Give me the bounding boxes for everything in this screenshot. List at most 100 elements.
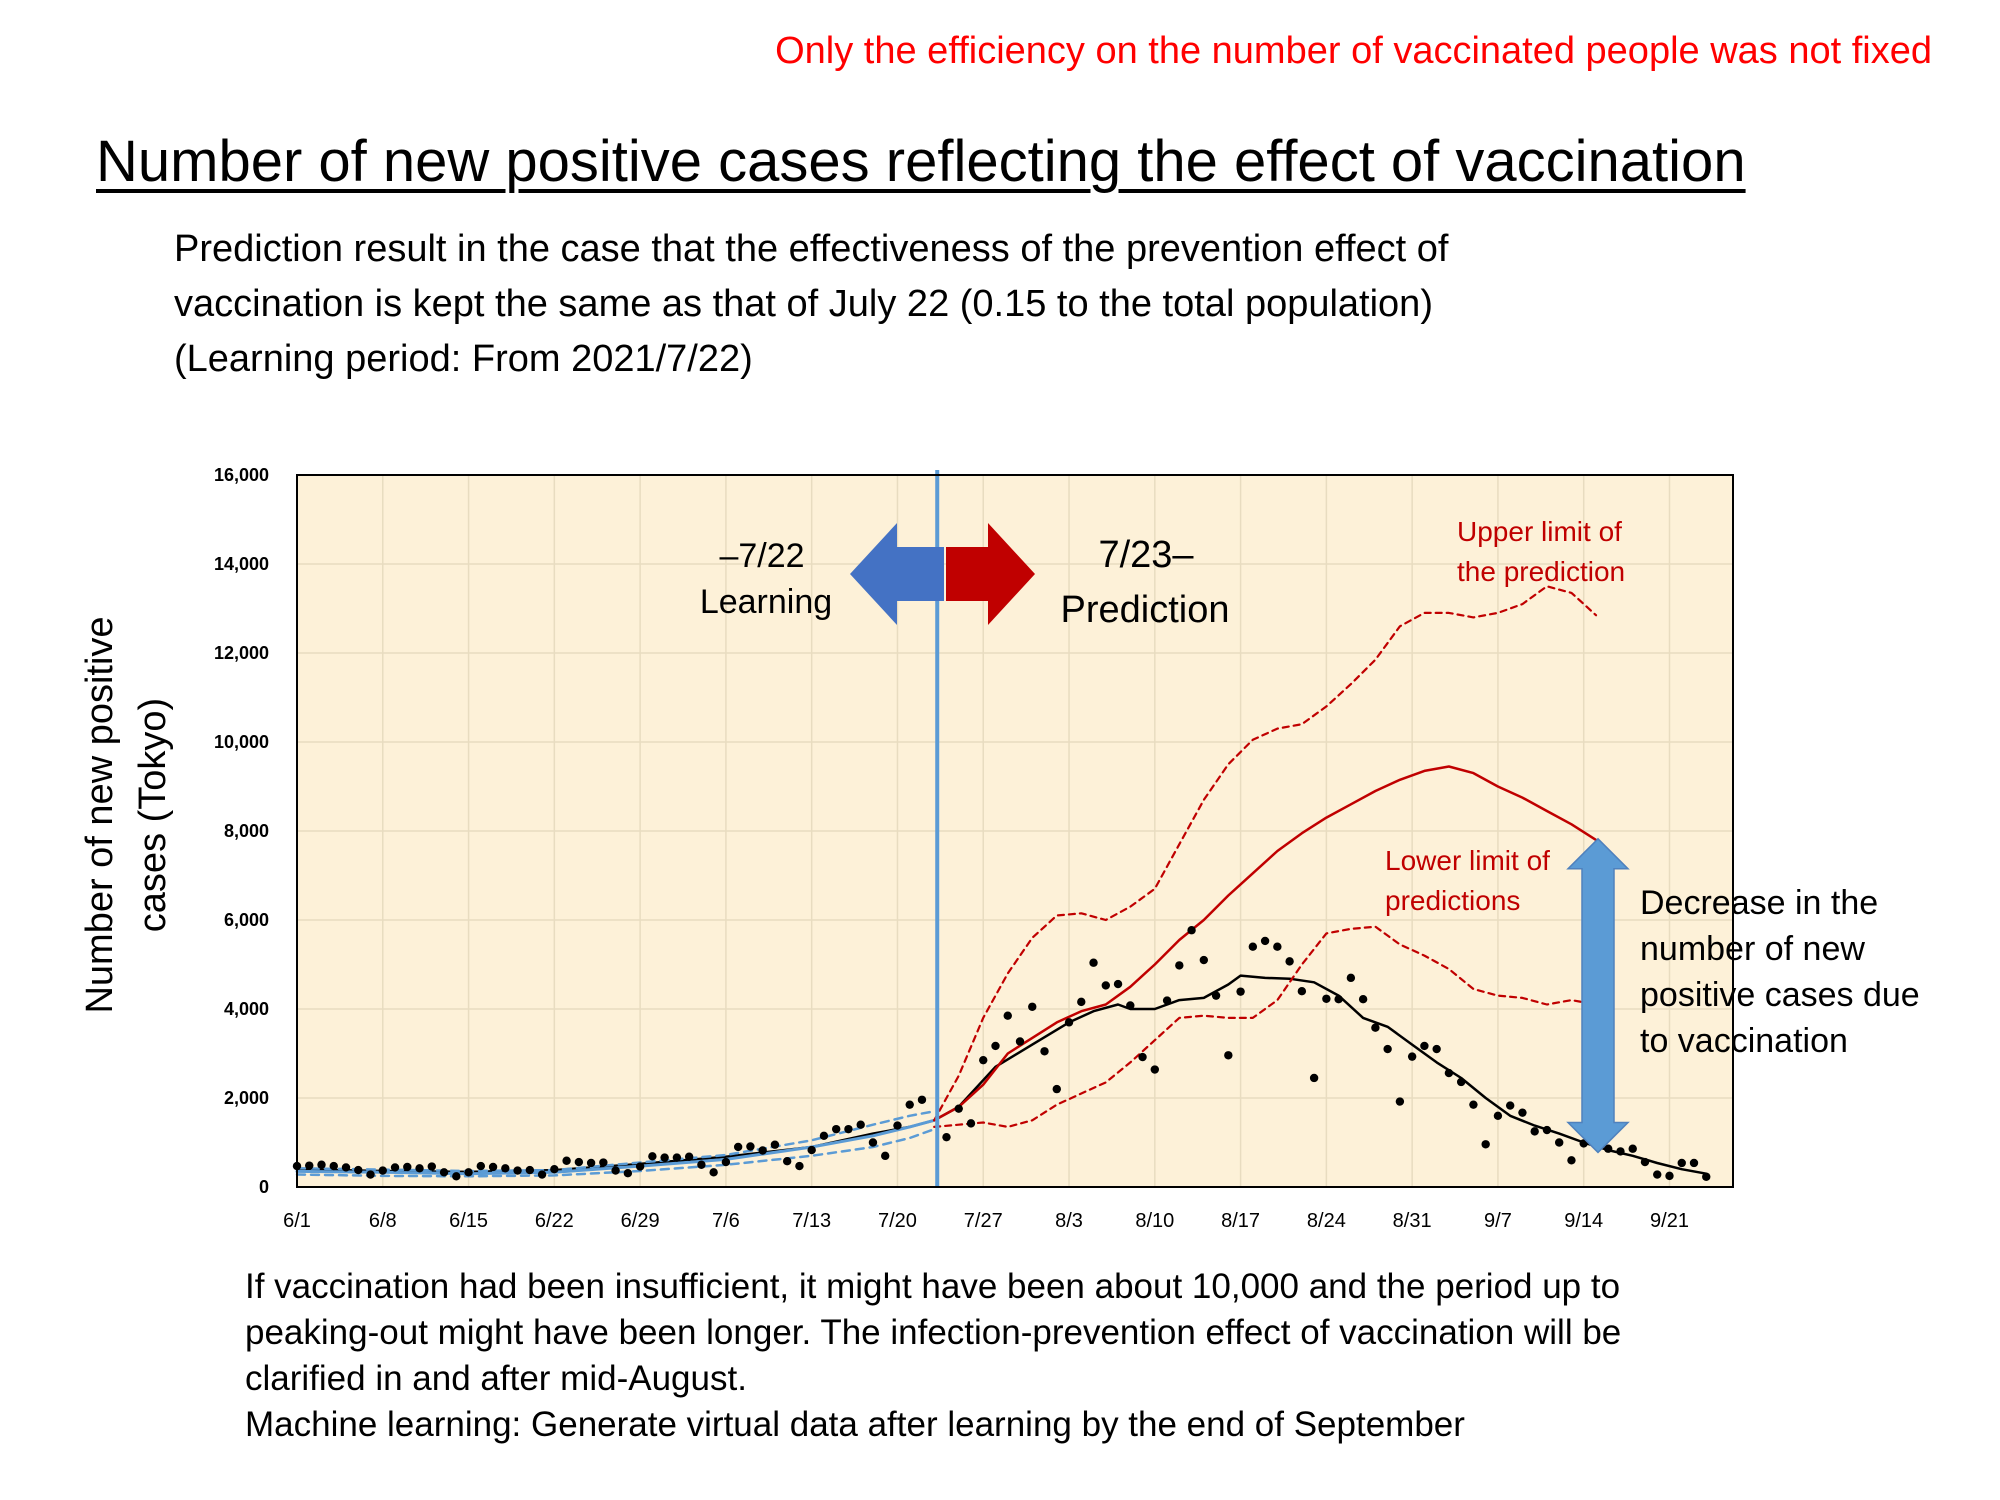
data-point xyxy=(844,1124,853,1134)
x-tick-label: 6/1 xyxy=(283,1210,311,1232)
data-point xyxy=(795,1161,804,1171)
x-tick-label: 9/7 xyxy=(1484,1210,1512,1232)
data-point xyxy=(537,1170,547,1179)
data-point xyxy=(905,1100,914,1109)
data-point xyxy=(1530,1127,1539,1136)
data-point xyxy=(1015,1037,1025,1046)
data-point xyxy=(1469,1100,1478,1109)
decrease-label: to vaccination xyxy=(1640,1022,1848,1060)
data-point xyxy=(329,1161,338,1171)
data-point xyxy=(1677,1158,1686,1168)
prediction-arrow xyxy=(946,523,1035,625)
data-point xyxy=(1113,979,1123,989)
data-point xyxy=(1052,1084,1061,1094)
caption-line: Machine learning: Generate virtual data … xyxy=(245,1405,1465,1444)
data-point xyxy=(1689,1158,1699,1168)
data-point xyxy=(721,1157,731,1167)
page-title: Number of new positive cases reflecting … xyxy=(96,129,1746,194)
data-point xyxy=(574,1157,584,1167)
data-point xyxy=(317,1160,326,1169)
data-point xyxy=(1175,961,1184,970)
subtitle-line: Prediction result in the case that the e… xyxy=(174,228,1449,270)
prediction-label: 7/23– xyxy=(1098,534,1194,576)
data-point xyxy=(1187,926,1196,935)
data-point xyxy=(1555,1138,1564,1147)
data-point xyxy=(1077,997,1086,1007)
x-tick-label: 8/10 xyxy=(1135,1210,1174,1232)
decrease-label: Decrease in the xyxy=(1640,884,1878,922)
data-point xyxy=(1101,981,1110,990)
data-point xyxy=(1653,1170,1662,1179)
subtitle-line: (Learning period: From 2021/7/22) xyxy=(174,338,753,380)
caption-line: peaking-out might have been longer. The … xyxy=(245,1313,1622,1352)
y-tick-label: 12,000 xyxy=(214,643,269,663)
data-point xyxy=(1640,1157,1650,1167)
data-point xyxy=(709,1168,718,1177)
data-point xyxy=(550,1165,559,1174)
data-point xyxy=(1444,1068,1454,1078)
data-point xyxy=(439,1168,449,1177)
data-point xyxy=(1126,1001,1135,1010)
learning-label: –7/22 xyxy=(719,537,804,575)
data-point xyxy=(991,1041,1000,1051)
subtitle: Prediction result in the case that the e… xyxy=(174,222,1874,387)
data-point xyxy=(966,1119,976,1128)
data-point xyxy=(1456,1077,1466,1087)
data-point xyxy=(1383,1044,1392,1054)
y-tick-label: 16,000 xyxy=(214,465,269,485)
data-point xyxy=(758,1146,767,1155)
y-tick-label: 6,000 xyxy=(224,910,269,930)
data-point xyxy=(1040,1047,1049,1056)
data-point xyxy=(1297,987,1307,996)
decrease-label: number of new xyxy=(1640,930,1865,968)
lower-limit-label: Lower limit of xyxy=(1385,845,1550,876)
data-point xyxy=(1150,1065,1160,1074)
data-point xyxy=(1322,994,1331,1003)
data-point xyxy=(599,1158,608,1167)
upper-limit-label: the prediction xyxy=(1457,556,1625,587)
x-tick-label: 7/20 xyxy=(878,1210,917,1232)
data-point xyxy=(366,1170,375,1179)
data-point xyxy=(831,1124,841,1134)
upper-limit-label: Upper limit of xyxy=(1457,516,1622,547)
data-point xyxy=(513,1166,522,1175)
subtitle-line: vaccination is kept the same as that of … xyxy=(174,283,1433,325)
data-point xyxy=(1162,996,1172,1005)
caption: If vaccination had been insufficient, it… xyxy=(245,1264,1965,1448)
data-point xyxy=(635,1162,645,1171)
data-point xyxy=(1358,995,1368,1004)
x-tick-label: 8/24 xyxy=(1307,1210,1346,1232)
y-tick-label: 8,000 xyxy=(224,821,269,841)
x-tick-label: 7/6 xyxy=(712,1210,740,1232)
decrease-label: positive cases due xyxy=(1640,976,1920,1014)
data-point xyxy=(1371,1023,1380,1032)
y-axis-label: cases (Tokyo) xyxy=(132,698,174,932)
data-point xyxy=(1420,1041,1429,1051)
caption-line: If vaccination had been insufficient, it… xyxy=(245,1267,1621,1306)
data-point xyxy=(354,1165,363,1175)
plot-frame xyxy=(296,474,1734,1188)
data-point xyxy=(1309,1073,1319,1083)
data-point xyxy=(1064,1018,1074,1027)
data-point xyxy=(1346,973,1356,983)
red-note: Only the efficiency on the number of vac… xyxy=(775,30,1932,72)
y-tick-label: 4,000 xyxy=(224,999,269,1019)
data-point xyxy=(1432,1044,1441,1054)
data-point xyxy=(672,1153,682,1162)
caption-line: clarified in and after mid-August. xyxy=(245,1359,747,1398)
data-point xyxy=(1224,1051,1233,1060)
x-tick-label: 9/14 xyxy=(1564,1210,1603,1232)
data-point xyxy=(1616,1147,1625,1156)
data-point xyxy=(1518,1108,1527,1117)
x-tick-label: 6/22 xyxy=(535,1210,574,1232)
data-point xyxy=(464,1168,473,1177)
data-point xyxy=(1702,1172,1711,1181)
data-point xyxy=(501,1164,510,1173)
learning-label: Learning xyxy=(700,583,832,621)
x-tick-label: 7/27 xyxy=(964,1210,1003,1232)
data-point xyxy=(1407,1052,1417,1061)
y-tick-label: 2,000 xyxy=(224,1088,269,1108)
data-point xyxy=(452,1172,461,1181)
data-point xyxy=(1273,942,1282,951)
data-point xyxy=(1542,1125,1552,1135)
